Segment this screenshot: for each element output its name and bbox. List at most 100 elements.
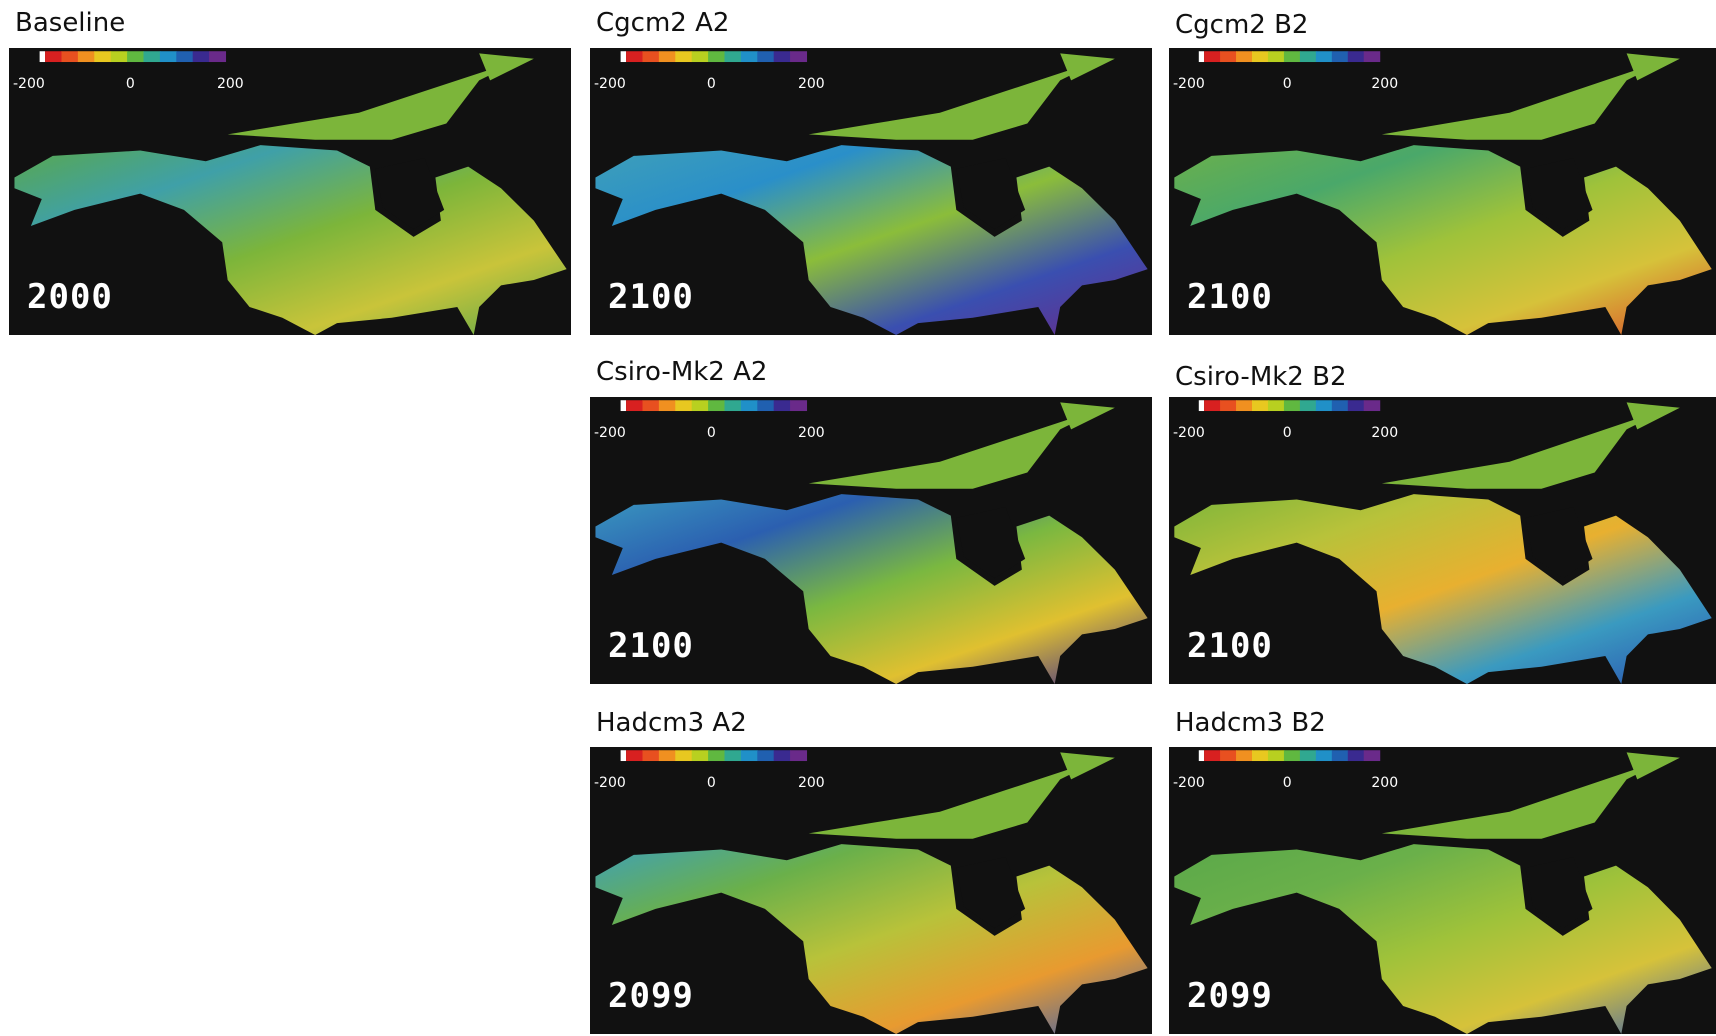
colorbar-white xyxy=(621,51,626,62)
colorbar-segment xyxy=(1348,51,1364,62)
colorbar-segment xyxy=(757,51,774,62)
colorbar-label: 200 xyxy=(217,76,244,92)
colorbar-segment xyxy=(626,750,643,761)
colorbar-white xyxy=(1199,51,1204,62)
colorbar-segment xyxy=(1332,400,1348,411)
colorbar-label: -200 xyxy=(594,76,626,92)
colorbar-segment xyxy=(209,51,226,62)
colorbar-segment xyxy=(1268,750,1284,761)
colorbar-segment xyxy=(1364,51,1380,62)
colorbar-label: 0 xyxy=(1283,76,1292,92)
colorbar-segment xyxy=(774,400,791,411)
panel-title: Csiro-Mk2 B2 xyxy=(1175,362,1347,392)
colorbar-segment xyxy=(659,400,676,411)
colorbar-segment xyxy=(741,750,758,761)
colorbar-segment xyxy=(741,51,758,62)
islands xyxy=(1382,752,1680,838)
colorbar-label: -200 xyxy=(594,775,626,791)
colorbar-segment xyxy=(1364,750,1380,761)
colorbar-label: 0 xyxy=(1283,425,1292,441)
colorbar-label: 0 xyxy=(126,76,135,92)
colorbar-segment xyxy=(1220,400,1236,411)
year-label: 2100 xyxy=(1187,626,1273,666)
colorbar-segment xyxy=(1236,51,1252,62)
colorbar-segment xyxy=(1348,400,1364,411)
colorbar-label: 0 xyxy=(707,76,716,92)
islands xyxy=(809,402,1115,488)
colorbar-label: -200 xyxy=(1173,76,1205,92)
colorbar-segment xyxy=(708,400,725,411)
colorbar-segment xyxy=(1236,400,1252,411)
colorbar-label: -200 xyxy=(1173,775,1205,791)
colorbar-segment xyxy=(1204,400,1220,411)
colorbar-segment xyxy=(94,51,111,62)
colorbar-label: 200 xyxy=(798,76,825,92)
panel-title: Csiro-Mk2 A2 xyxy=(596,357,767,387)
colorbar-segment xyxy=(692,750,709,761)
colorbar-segment xyxy=(1284,750,1300,761)
panel-title: Cgcm2 B2 xyxy=(1175,10,1308,40)
colorbar-segment xyxy=(1300,400,1316,411)
colorbar-segment xyxy=(774,51,791,62)
map-panel: -200 0 200 2100 xyxy=(1169,48,1716,335)
colorbar-segment xyxy=(1252,51,1268,62)
islands xyxy=(809,752,1115,838)
colorbar-segment xyxy=(1252,400,1268,411)
colorbar-white xyxy=(1199,750,1204,761)
colorbar-segment xyxy=(1348,750,1364,761)
colorbar-segment xyxy=(659,750,676,761)
colorbar-segment xyxy=(1204,51,1220,62)
islands xyxy=(809,53,1115,139)
colorbar-segment xyxy=(1252,750,1268,761)
colorbar-segment xyxy=(160,51,177,62)
colorbar-label: 200 xyxy=(1371,425,1398,441)
colorbar-segment xyxy=(642,51,659,62)
colorbar-segment xyxy=(1220,750,1236,761)
colorbar-segment xyxy=(757,750,774,761)
colorbar-segment xyxy=(1364,400,1380,411)
colorbar-segment xyxy=(1220,51,1236,62)
panel-title: Hadcm3 A2 xyxy=(596,708,747,738)
colorbar-segment xyxy=(1284,51,1300,62)
colorbar-segment xyxy=(724,400,741,411)
colorbar-label: 0 xyxy=(707,775,716,791)
colorbar-label: -200 xyxy=(594,425,626,441)
colorbar-segment xyxy=(790,400,807,411)
colorbar-segment xyxy=(1204,750,1220,761)
colorbar-segment xyxy=(692,400,709,411)
colorbar-segment xyxy=(1316,750,1332,761)
colorbar-segment xyxy=(675,400,692,411)
colorbar-segment xyxy=(111,51,128,62)
colorbar-white xyxy=(40,51,45,62)
colorbar-segment xyxy=(708,750,725,761)
colorbar-segment xyxy=(724,51,741,62)
colorbar-segment xyxy=(708,51,725,62)
year-label: 2099 xyxy=(608,976,694,1016)
colorbar-label: 200 xyxy=(798,775,825,791)
panel-title: Hadcm3 B2 xyxy=(1175,708,1326,738)
colorbar-label: 200 xyxy=(798,425,825,441)
panel-title: Baseline xyxy=(15,8,125,38)
colorbar-segment xyxy=(1332,750,1348,761)
islands xyxy=(1382,53,1680,139)
year-label: 2100 xyxy=(608,626,694,666)
colorbar-label: 200 xyxy=(1371,76,1398,92)
colorbar-segment xyxy=(626,400,643,411)
colorbar-segment xyxy=(659,51,676,62)
colorbar-segment xyxy=(1268,51,1284,62)
islands xyxy=(228,53,534,139)
colorbar-segment xyxy=(724,750,741,761)
colorbar-segment xyxy=(61,51,78,62)
colorbar-segment xyxy=(1300,51,1316,62)
colorbar-segment xyxy=(176,51,193,62)
page: {"panels": [ {"title": "Baseline", "year… xyxy=(0,0,1716,1036)
year-label: 2100 xyxy=(1187,277,1273,317)
colorbar-segment xyxy=(692,51,709,62)
colorbar-segment xyxy=(1300,750,1316,761)
colorbar-segment xyxy=(45,51,62,62)
colorbar-segment xyxy=(774,750,791,761)
colorbar-segment xyxy=(1236,750,1252,761)
